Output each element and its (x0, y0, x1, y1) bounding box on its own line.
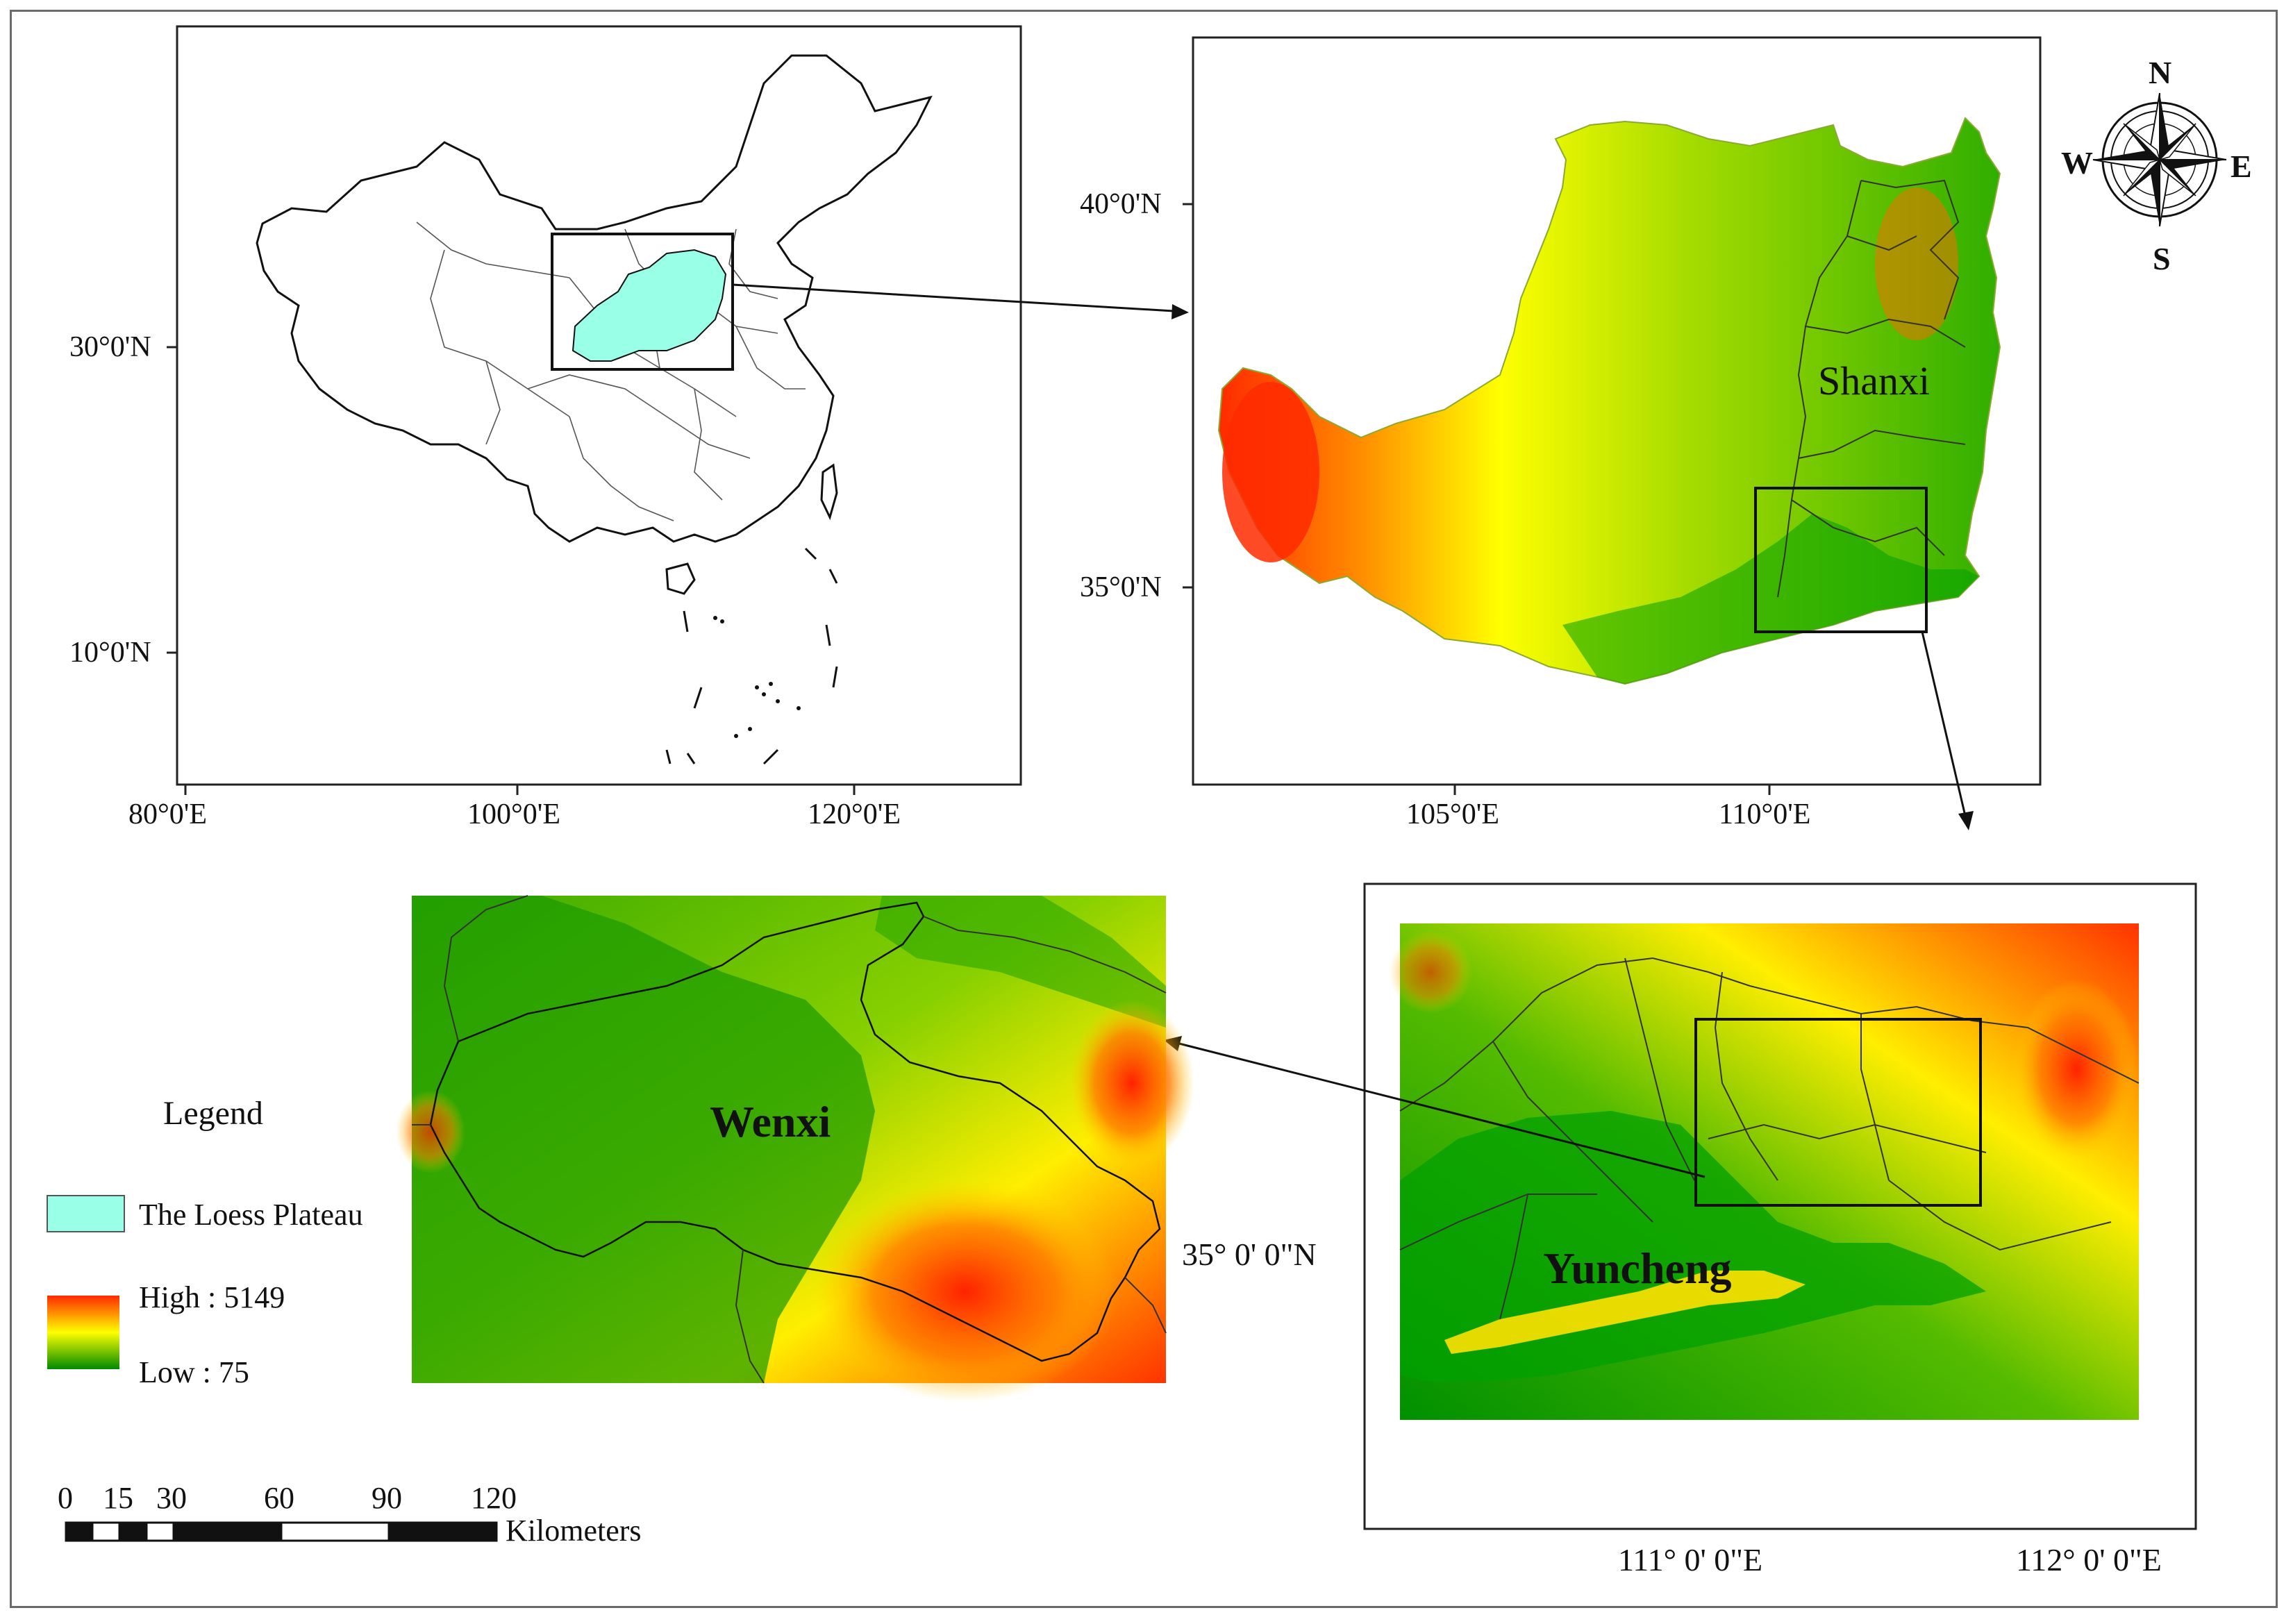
scale-tick-30: 30 (156, 1481, 187, 1515)
wenxi-label: Wenxi (710, 1097, 831, 1146)
plateau-highland-east (1875, 187, 1958, 340)
province-boundaries (416, 221, 806, 521)
arrowhead-2 (1958, 811, 1974, 830)
loess-plateau-highlight (572, 249, 727, 362)
nine-dash-line (665, 547, 838, 765)
compass-north: N (2149, 55, 2172, 90)
wenxi-highland-west (396, 1090, 465, 1173)
hainan-island (665, 562, 696, 595)
legend-loess-swatch (47, 1195, 125, 1232)
wenxi-lowland (412, 896, 875, 1383)
yuncheng-highland (2014, 979, 2139, 1160)
scale-tick-120: 120 (471, 1481, 517, 1515)
compass-east: E (2231, 149, 2252, 184)
legend-elevation-ramp (47, 1296, 119, 1369)
china-inset-box (551, 233, 734, 371)
legend-low-label: Low : 75 (139, 1355, 249, 1389)
legend-loess-label: The Loess Plateau (139, 1198, 363, 1232)
china-axis-ticks (167, 346, 856, 795)
compass-rose-graphic (2092, 92, 2227, 227)
taiwan-island (820, 463, 838, 521)
china-lon-label-120: 120°0'E (808, 798, 901, 830)
arrow-china-to-plateau (732, 283, 1174, 312)
arrow-plateau-to-yuncheng (1921, 631, 1967, 817)
scale-tick-90: 90 (372, 1481, 402, 1515)
yuncheng-lon-label-111: 111° 0' 0"E (1618, 1542, 1763, 1577)
plateau-lowland-overlay (1562, 514, 1979, 684)
yuncheng-label: Yuncheng (1543, 1244, 1732, 1293)
arrowhead-1 (1171, 304, 1189, 319)
plateau-axis-ticks (1183, 203, 1771, 795)
shanxi-label: Shanxi (1818, 358, 1931, 403)
legend-high-label: High : 5149 (139, 1280, 285, 1314)
china-lon-label-80: 80°0'E (128, 798, 208, 830)
yuncheng-ridge (1444, 1271, 1806, 1354)
yuncheng-lon-label-112: 112° 0' 0"E (2016, 1542, 2162, 1577)
wenxi-lat-label: 35° 0' 0"N (1182, 1237, 1317, 1272)
china-lat-label-30: 30°0'N (69, 331, 151, 363)
scale-tick-0: 0 (58, 1481, 73, 1515)
yuncheng-inset-box (1694, 1018, 1982, 1207)
arrow-yuncheng-to-wenxi (1178, 1042, 1706, 1178)
plateau-inset-box (1754, 487, 1928, 633)
legend-title: Legend (163, 1095, 263, 1132)
south-sea-islands (713, 616, 801, 738)
wenxi-highland-south (812, 1180, 1118, 1403)
yuncheng-highland-2 (1389, 930, 1472, 1014)
compass-south: S (2153, 241, 2171, 276)
china-lon-label-100: 100°0'E (467, 798, 561, 830)
wenxi-lowland-north (875, 896, 1166, 1028)
scale-bar-graphic (65, 1521, 498, 1542)
plateau-lon-label-110: 110°0'E (1719, 798, 1811, 830)
plateau-lat-label-35: 35°0'N (1080, 571, 1162, 603)
yuncheng-county-boundaries (1399, 957, 2140, 1320)
plateau-highland-west (1222, 382, 1319, 562)
wenxi-neighbor-boundaries (412, 895, 1167, 1384)
wenxi-highland-east (1069, 1000, 1194, 1166)
scale-tick-60: 60 (264, 1481, 294, 1515)
scale-unit-label: Kilometers (506, 1514, 642, 1548)
compass-west: W (2061, 145, 2093, 181)
figure-frame (10, 10, 2278, 1608)
plateau-lon-label-105: 105°0'E (1406, 798, 1500, 830)
plateau-lat-label-40: 40°0'N (1080, 188, 1162, 220)
scale-tick-15: 15 (103, 1481, 133, 1515)
china-outline (256, 54, 933, 543)
china-lat-label-10: 10°0'N (69, 637, 151, 669)
wenxi-boundary (429, 901, 1161, 1362)
